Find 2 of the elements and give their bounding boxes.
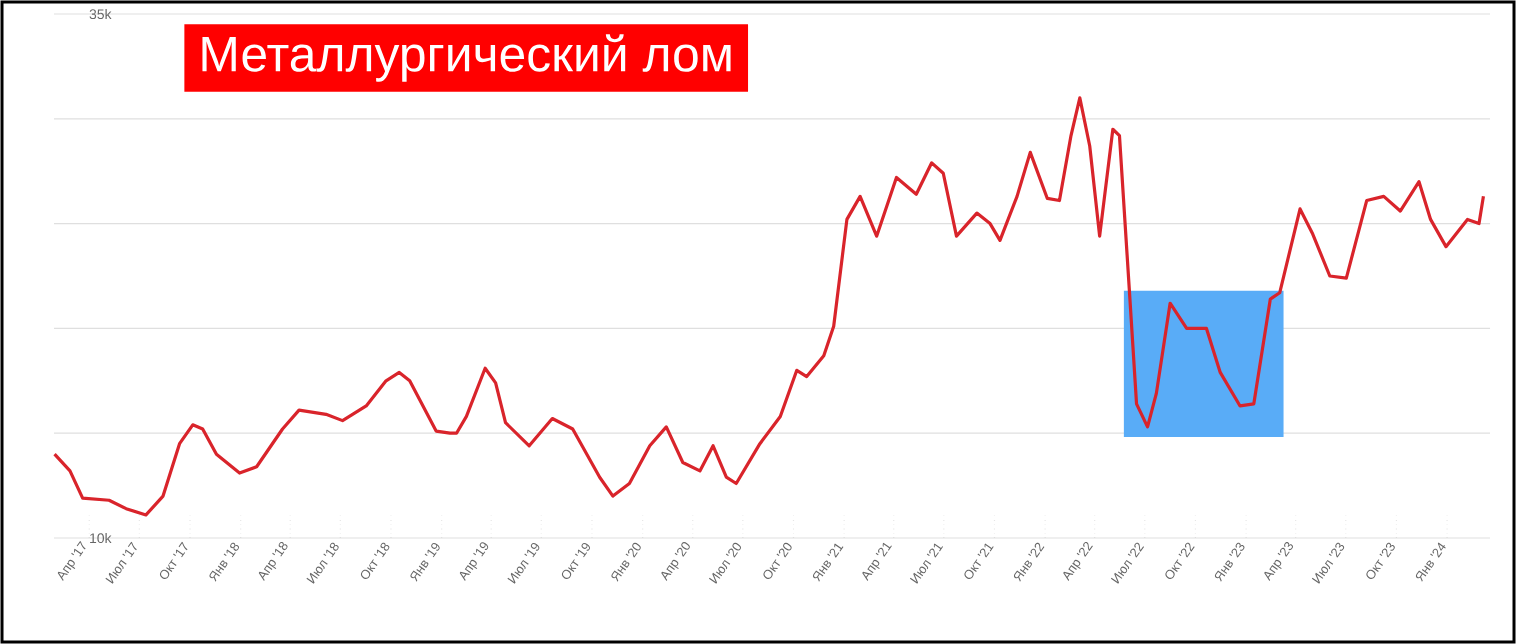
line-series — [52, 96, 1486, 517]
chart-title: Металлургический лом — [202, 34, 731, 82]
